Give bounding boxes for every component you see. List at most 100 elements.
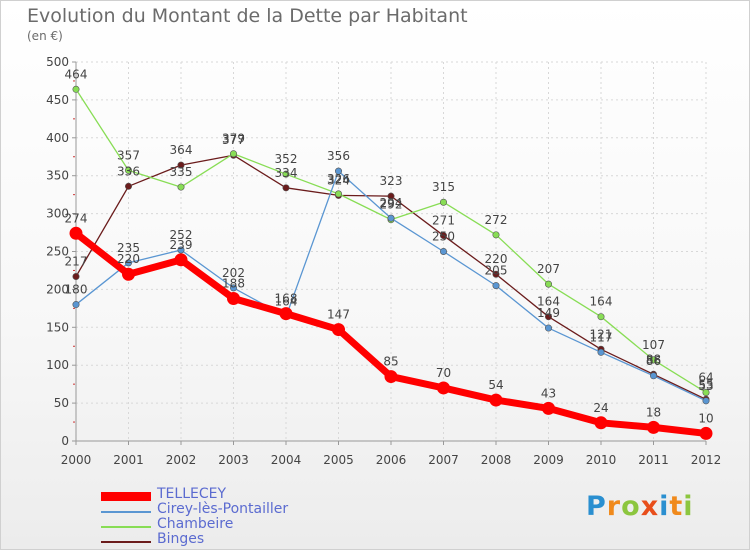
data-point xyxy=(332,323,345,337)
legend-swatch xyxy=(101,541,151,543)
data-point xyxy=(597,313,605,321)
data-label: 252 xyxy=(170,228,193,242)
data-point xyxy=(649,372,657,380)
data-point xyxy=(492,270,500,278)
data-label: 335 xyxy=(170,165,193,179)
legend-swatch xyxy=(101,511,151,513)
data-label: 202 xyxy=(222,266,245,280)
y-tick-label: 500 xyxy=(46,55,69,69)
data-point xyxy=(125,182,133,190)
data-label: 220 xyxy=(117,252,140,266)
data-label: 272 xyxy=(485,213,508,227)
x-tick-label: 2002 xyxy=(166,453,197,467)
data-label: 323 xyxy=(380,174,403,188)
data-point xyxy=(489,393,503,407)
data-point xyxy=(125,166,133,174)
data-point xyxy=(542,401,555,415)
y-tick-label: 0 xyxy=(61,434,69,448)
legend-label: Cirey-lès-Pontailler xyxy=(157,501,289,517)
data-point xyxy=(174,253,188,267)
data-point xyxy=(122,267,135,281)
data-point xyxy=(544,324,552,332)
x-tick-label: 2008 xyxy=(481,453,512,467)
data-label: 18 xyxy=(646,405,661,419)
data-label: 70 xyxy=(436,366,451,380)
data-point xyxy=(647,420,660,434)
data-label: 207 xyxy=(537,262,560,276)
data-point xyxy=(387,192,395,200)
data-point xyxy=(597,348,605,356)
data-label: 357 xyxy=(117,148,140,162)
legend-label: Binges xyxy=(157,531,205,547)
data-label: 274 xyxy=(65,211,88,225)
data-label: 168 xyxy=(275,292,298,306)
data-label: 147 xyxy=(327,308,350,322)
data-point xyxy=(279,307,293,321)
x-tick-label: 2011 xyxy=(638,453,669,467)
data-point xyxy=(227,291,240,305)
data-point xyxy=(702,397,710,405)
data-label: 121 xyxy=(590,327,613,341)
data-label: 164 xyxy=(275,295,298,309)
data-label: 352 xyxy=(275,152,298,166)
data-label: 239 xyxy=(170,238,193,252)
data-label: 334 xyxy=(275,166,298,180)
data-point xyxy=(437,381,450,395)
data-point xyxy=(177,246,185,254)
data-point xyxy=(384,370,398,384)
data-label: 315 xyxy=(432,180,455,194)
y-tick-label: 200 xyxy=(46,282,69,296)
data-point xyxy=(544,280,552,288)
data-point xyxy=(230,150,238,158)
data-point xyxy=(69,226,83,240)
data-label: 220 xyxy=(485,252,508,266)
data-point xyxy=(177,161,185,169)
data-label: 180 xyxy=(65,283,88,297)
x-tick-label: 2005 xyxy=(323,453,354,467)
data-label: 64 xyxy=(698,370,713,384)
data-label: 54 xyxy=(488,378,503,392)
data-label: 356 xyxy=(327,149,350,163)
data-label: 53 xyxy=(698,379,713,393)
data-label: 43 xyxy=(541,386,556,400)
chart-title: Evolution du Montant de la Dette par Hab… xyxy=(27,5,468,27)
data-label: 107 xyxy=(642,338,665,352)
data-label: 149 xyxy=(537,306,560,320)
chart-subtitle: (en €) xyxy=(27,29,63,43)
legend-swatch xyxy=(101,526,151,528)
data-label: 117 xyxy=(590,330,613,344)
y-tick-label: 300 xyxy=(46,207,69,221)
legend-swatch xyxy=(101,492,151,501)
y-tick-label: 100 xyxy=(46,358,69,372)
data-point xyxy=(649,356,657,364)
data-label: 85 xyxy=(383,355,398,369)
data-point xyxy=(125,259,133,267)
data-label: 86 xyxy=(646,354,661,368)
x-tick-label: 2010 xyxy=(586,453,617,467)
data-label: 88 xyxy=(646,352,661,366)
data-point xyxy=(544,313,552,321)
x-tick-label: 2000 xyxy=(61,453,92,467)
x-tick-label: 2006 xyxy=(376,453,407,467)
data-label: 24 xyxy=(593,401,608,415)
x-tick-label: 2012 xyxy=(691,453,722,467)
x-tick-label: 2009 xyxy=(533,453,564,467)
data-point xyxy=(492,282,500,290)
data-point xyxy=(177,183,185,191)
data-label: 377 xyxy=(222,133,245,147)
data-label: 336 xyxy=(117,164,140,178)
data-point xyxy=(230,284,238,292)
y-tick-label: 250 xyxy=(46,245,69,259)
x-tick-label: 2003 xyxy=(218,453,249,467)
data-point xyxy=(334,167,342,175)
data-label: 294 xyxy=(380,196,403,210)
x-tick-label: 2004 xyxy=(271,453,302,467)
x-tick-label: 2007 xyxy=(428,453,459,467)
data-label: 326 xyxy=(327,172,350,186)
data-point xyxy=(492,231,500,239)
y-tick-label: 400 xyxy=(46,131,69,145)
x-tick-label: 2001 xyxy=(113,453,144,467)
legend-label: Chambeire xyxy=(157,516,234,532)
